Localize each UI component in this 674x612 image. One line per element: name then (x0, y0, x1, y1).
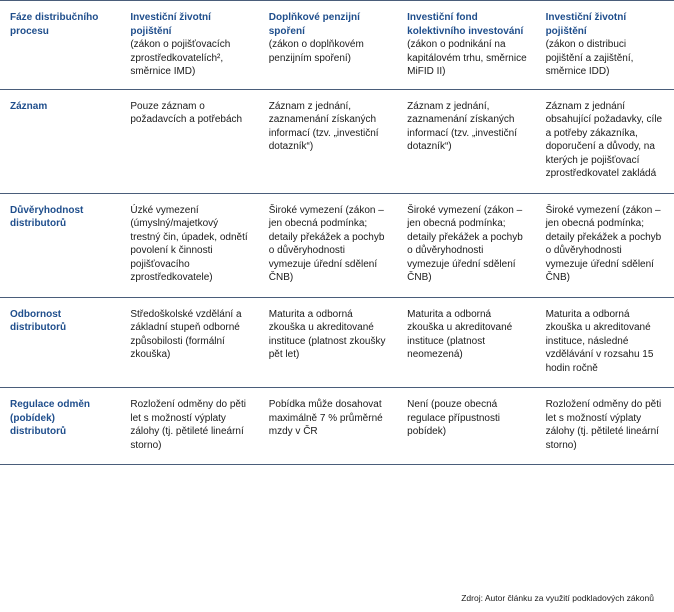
table-row: Důvěryhodnost distributorů Úzké vymezení… (0, 194, 674, 298)
data-cell: Záznam z jednání obsahující požadavky, c… (536, 90, 674, 194)
header-cell-product-3: Investiční fond kolektivního investování… (397, 0, 535, 90)
header-subtitle: (zákon o podnikání na kapitálovém trhu, … (407, 38, 527, 79)
data-cell: Rozložení odměny do pěti let s možností … (120, 388, 258, 465)
header-title: Investiční fond kolektivního investování (407, 11, 527, 38)
header-title: Investiční životní pojištění (546, 11, 666, 38)
table-row: Regulace odměn (pobídek) distributorů Ro… (0, 388, 674, 465)
data-cell: Středoškolské vzdělání a základní stupeň… (120, 298, 258, 389)
data-cell: Záznam z jednání, zaznamenání získaných … (397, 90, 535, 194)
row-label: Odbornost distributorů (10, 309, 66, 334)
row-label-cell: Důvěryhodnost distributorů (0, 194, 120, 298)
row-label: Důvěryhodnost distributorů (10, 205, 83, 230)
data-cell: Široké vymezení (zákon – jen obecná podm… (259, 194, 397, 298)
header-subtitle: (zákon o pojišťovacích zprostředkovatelí… (130, 38, 250, 79)
header-cell-phase: Fáze distribučního procesu (0, 0, 120, 90)
data-cell: Úzké vymezení (úmyslný/majetkový trestný… (120, 194, 258, 298)
header-cell-product-4: Investiční životní pojištění (zákon o di… (536, 0, 674, 90)
header-cell-product-2: Doplňkové penzijní spoření (zákon o dopl… (259, 0, 397, 90)
data-cell: Široké vymezení (zákon – jen obecná podm… (536, 194, 674, 298)
header-title: Fáze distribučního procesu (10, 12, 98, 37)
row-label-cell: Odbornost distributorů (0, 298, 120, 389)
table-row: Odbornost distributorů Středoškolské vzd… (0, 298, 674, 389)
row-label-cell: Záznam (0, 90, 120, 194)
data-cell: Rozložení odměny do pěti let s možností … (536, 388, 674, 465)
row-label: Regulace odměn (pobídek) distributorů (10, 399, 90, 437)
header-title: Investiční životní pojištění (130, 11, 250, 38)
table-row: Záznam Pouze záznam o požadavcích a potř… (0, 90, 674, 194)
header-subtitle: (zákon o doplňkovém penzijním spoření) (269, 38, 389, 65)
data-cell: Záznam z jednání, zaznamenání získaných … (259, 90, 397, 194)
header-title: Doplňkové penzijní spoření (269, 11, 389, 38)
row-label-cell: Regulace odměn (pobídek) distributorů (0, 388, 120, 465)
data-cell: Pobídka může dosahovat maximálně 7 % prů… (259, 388, 397, 465)
data-cell: Maturita a odborná zkouška u akreditovan… (536, 298, 674, 389)
source-note: Zdroj: Autor článku za využití podkladov… (461, 593, 654, 604)
row-label: Záznam (10, 101, 47, 112)
data-cell: Široké vymezení (zákon – jen obecná podm… (397, 194, 535, 298)
data-cell: Není (pouze obecná regulace přípustnosti… (397, 388, 535, 465)
table-header-row: Fáze distribučního procesu Investiční ži… (0, 0, 674, 90)
header-subtitle: (zákon o distribuci pojištění a zajištěn… (546, 38, 666, 79)
data-cell: Pouze záznam o požadavcích a potřebách (120, 90, 258, 194)
header-cell-product-1: Investiční životní pojištění (zákon o po… (120, 0, 258, 90)
data-cell: Maturita a odborná zkouška u akreditovan… (397, 298, 535, 389)
comparison-table: Fáze distribučního procesu Investiční ži… (0, 0, 674, 465)
data-cell: Maturita a odborná zkouška u akreditovan… (259, 298, 397, 389)
